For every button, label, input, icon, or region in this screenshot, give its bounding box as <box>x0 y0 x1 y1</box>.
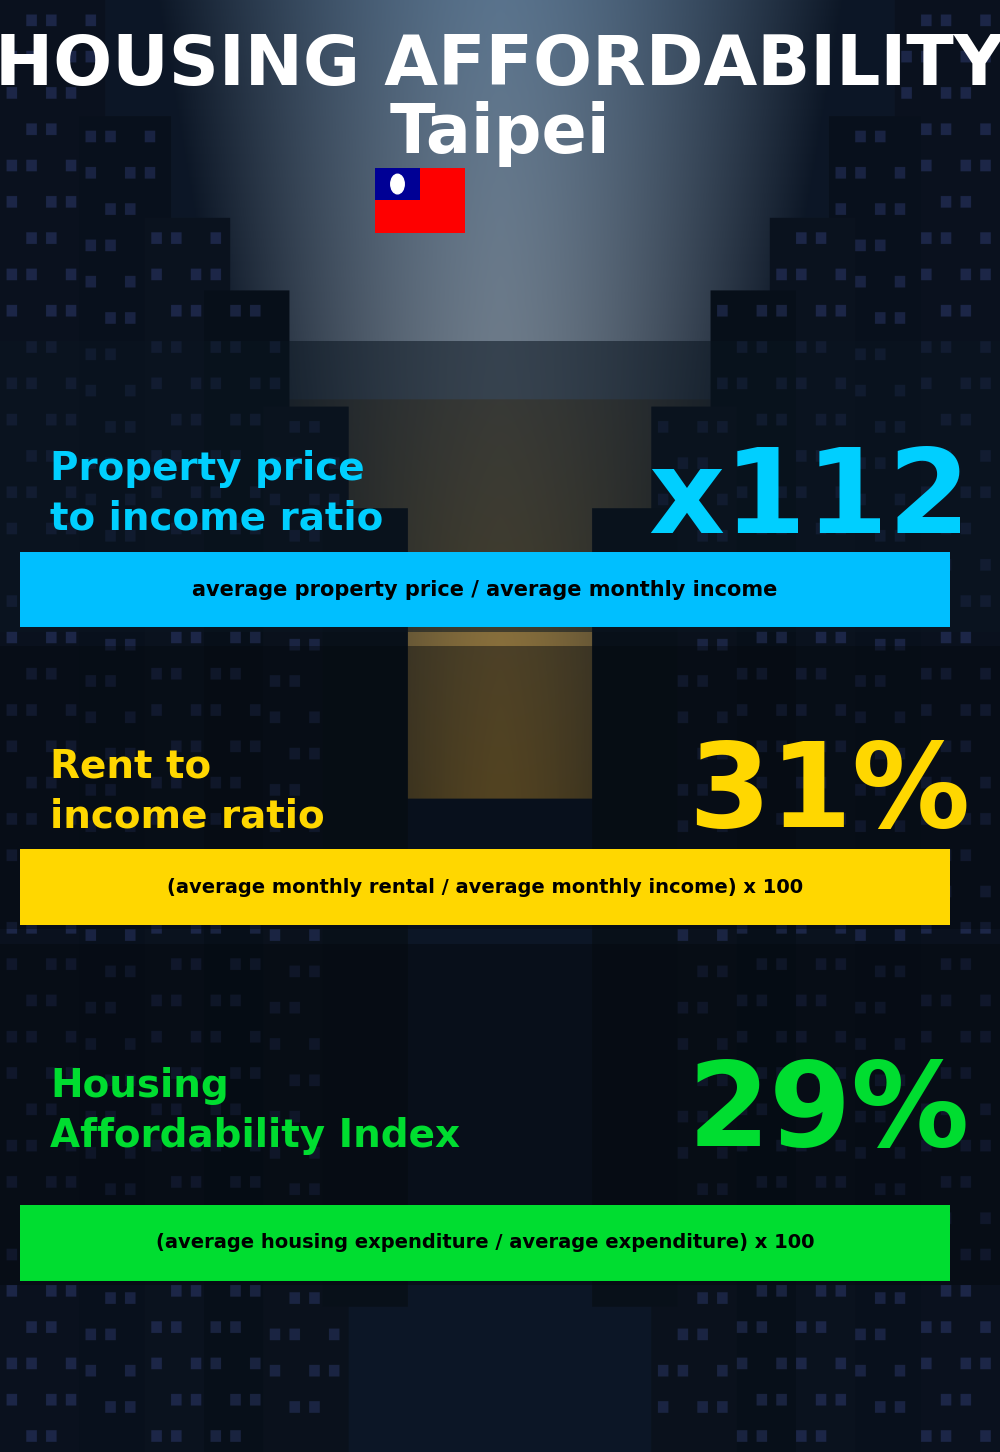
Text: 31%: 31% <box>688 736 970 852</box>
Text: (average housing expenditure / average expenditure) x 100: (average housing expenditure / average e… <box>156 1233 814 1253</box>
Bar <box>0 646 1000 929</box>
Text: x112: x112 <box>648 443 970 559</box>
Bar <box>20 1205 950 1281</box>
Bar <box>0 341 1000 632</box>
Text: Property price
to income ratio: Property price to income ratio <box>50 450 383 537</box>
Bar <box>0 944 1000 1285</box>
Bar <box>20 849 950 925</box>
Text: Housing
Affordability Index: Housing Affordability Index <box>50 1067 460 1154</box>
Circle shape <box>391 174 404 193</box>
Text: (average monthly rental / average monthly income) x 100: (average monthly rental / average monthl… <box>167 877 803 897</box>
Text: HOUSING AFFORDABILITY: HOUSING AFFORDABILITY <box>0 32 1000 99</box>
Text: average property price / average monthly income: average property price / average monthly… <box>192 579 778 600</box>
Text: 29%: 29% <box>688 1056 970 1172</box>
Text: Rent to
income ratio: Rent to income ratio <box>50 748 325 835</box>
Bar <box>20 552 950 627</box>
Bar <box>375 168 420 200</box>
Bar <box>375 167 465 232</box>
Text: Taipei: Taipei <box>390 100 610 167</box>
